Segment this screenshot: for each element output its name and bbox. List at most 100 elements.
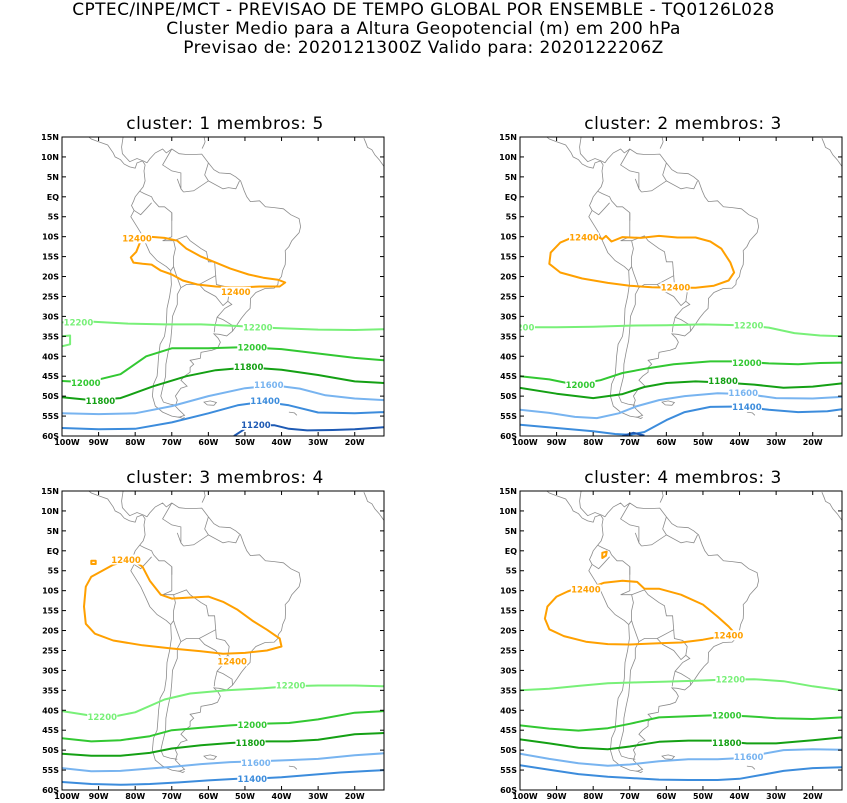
contour-label-bg [217,656,248,667]
contour-label-bg [87,712,118,723]
contour-label-12200: 200 [517,323,535,333]
coastline-south-america [88,491,302,772]
lat-tick-label: 50S [42,392,59,401]
panel-1-plot-area: 12400 12400 12200 12200 12000 12000 11800 11800… [62,137,384,436]
coastline-antilles [659,137,664,149]
contour-12200 [520,323,842,338]
contour-label-bg [569,232,600,243]
country-border-11 [666,534,698,544]
contour-label-bg [237,773,268,784]
country-border-3 [620,148,642,193]
lat-tick-label: 10N [41,507,59,516]
contour-label-bg [713,630,744,641]
lon-tick-label: 80W [125,438,145,447]
lat-tick-label: 15N [41,487,59,496]
contour-label-bg [220,286,251,297]
panel-1-title: cluster: 1 membros: 5 [126,114,324,134]
contour-12400 [129,235,287,289]
contour-label-bg [565,379,596,390]
contour-12400 [90,559,97,565]
contour-label-12400: 12400 [217,657,247,667]
lat-tick-label: 10N [499,153,517,162]
lon-tick-label: 20W [803,438,823,447]
contour-label-bg [520,322,535,333]
lat-tick-label: EQ [47,547,59,556]
lat-tick-label: EQ [505,547,517,556]
lat-tick-label: 40S [42,706,59,715]
panel-4-plot-area: 12400 12400 12200 12000 11800 11600 [520,477,842,781]
contour-label-bg [70,377,101,388]
lat-tick-label: 10N [41,153,59,162]
lon-tick-label: 100W [54,792,80,801]
contour-label-11400: 11400 [732,403,762,413]
panel-frame [519,136,843,437]
country-border-2 [133,556,152,570]
lat-tick-label: 60S [42,432,59,441]
contour-label-11600: 11600 [728,389,758,399]
lat-tick-label: 10N [499,507,517,516]
contour-label-bg [240,757,271,768]
lat-tick-label: EQ [505,193,517,202]
panel-4-title: cluster: 4 membros: 3 [584,468,782,488]
lon-tick-label: 90W [547,438,567,447]
lat-tick-label: 55S [42,766,59,775]
contour-label-bg [570,584,601,595]
coastline-south-georgia [746,411,756,416]
contour-label-11400: 11400 [250,397,280,407]
contour-label-bg [708,375,739,386]
contour-label-12000: 12000 [237,343,267,353]
lat-tick-label: 5S [506,567,518,576]
country-border-1 [597,190,631,221]
lon-tick-label: 70W [162,438,182,447]
coastline-antilles [201,137,206,149]
contour-label-bg [711,710,742,721]
lon-tick-label: 60W [656,792,676,801]
coastline-south-america [546,137,760,418]
country-border-10 [674,316,691,332]
contour-11800 [520,736,842,751]
contour-label-12400: 12400 [571,586,601,596]
lon-tick-label: 40W [272,438,292,447]
contour-label-12200: 12200 [734,321,764,331]
coastline-central-america [121,491,148,518]
contour-label-bg [733,320,764,331]
lat-tick-label: 40S [42,352,59,361]
lat-tick-label: 10S [42,587,59,596]
header-line-3: Previsao de: 2020121300Z Valido para: 20… [183,38,664,58]
lat-tick-label: 30S [42,312,59,321]
contour-label-11800: 11800 [86,397,116,407]
contour-label-bg [715,674,746,685]
contour-label-bg [233,362,264,373]
header-line-1: CPTEC/INPE/MCT - PREVISAO DE TEMPO GLOBA… [72,0,775,20]
contour-label-bg [242,322,273,333]
contour-11400 [62,400,384,431]
lon-tick-label: 30W [308,792,328,801]
lon-tick-label: 100W [512,438,538,447]
lon-tick-label: 30W [766,792,786,801]
panel-frame [519,490,843,791]
country-border-8 [618,287,640,406]
contour-11600 [520,748,842,767]
lat-tick-label: 55S [42,412,59,421]
lat-tick-label: 60S [42,786,59,795]
coastline-central-america [579,491,606,518]
contour-label-12200: 12200 [243,323,273,333]
country-border-9 [671,300,691,333]
contour-label-12400: 12400 [569,234,599,244]
country-border-6 [173,589,217,643]
lon-tick-label: 60W [198,438,218,447]
lon-tick-label: 40W [730,438,750,447]
coastline-jamaica [599,477,606,479]
country-border-12 [176,178,182,189]
lon-tick-label: 20W [803,792,823,801]
contour-label-11600: 11600 [734,753,764,763]
lon-tick-label: 40W [272,792,292,801]
country-border-6 [173,235,217,289]
lat-tick-label: 50S [500,392,517,401]
lat-tick-label: 20S [500,273,517,282]
country-border-1 [139,544,173,575]
contour-label-bg [728,387,759,398]
lat-tick-label: 25S [500,646,517,655]
